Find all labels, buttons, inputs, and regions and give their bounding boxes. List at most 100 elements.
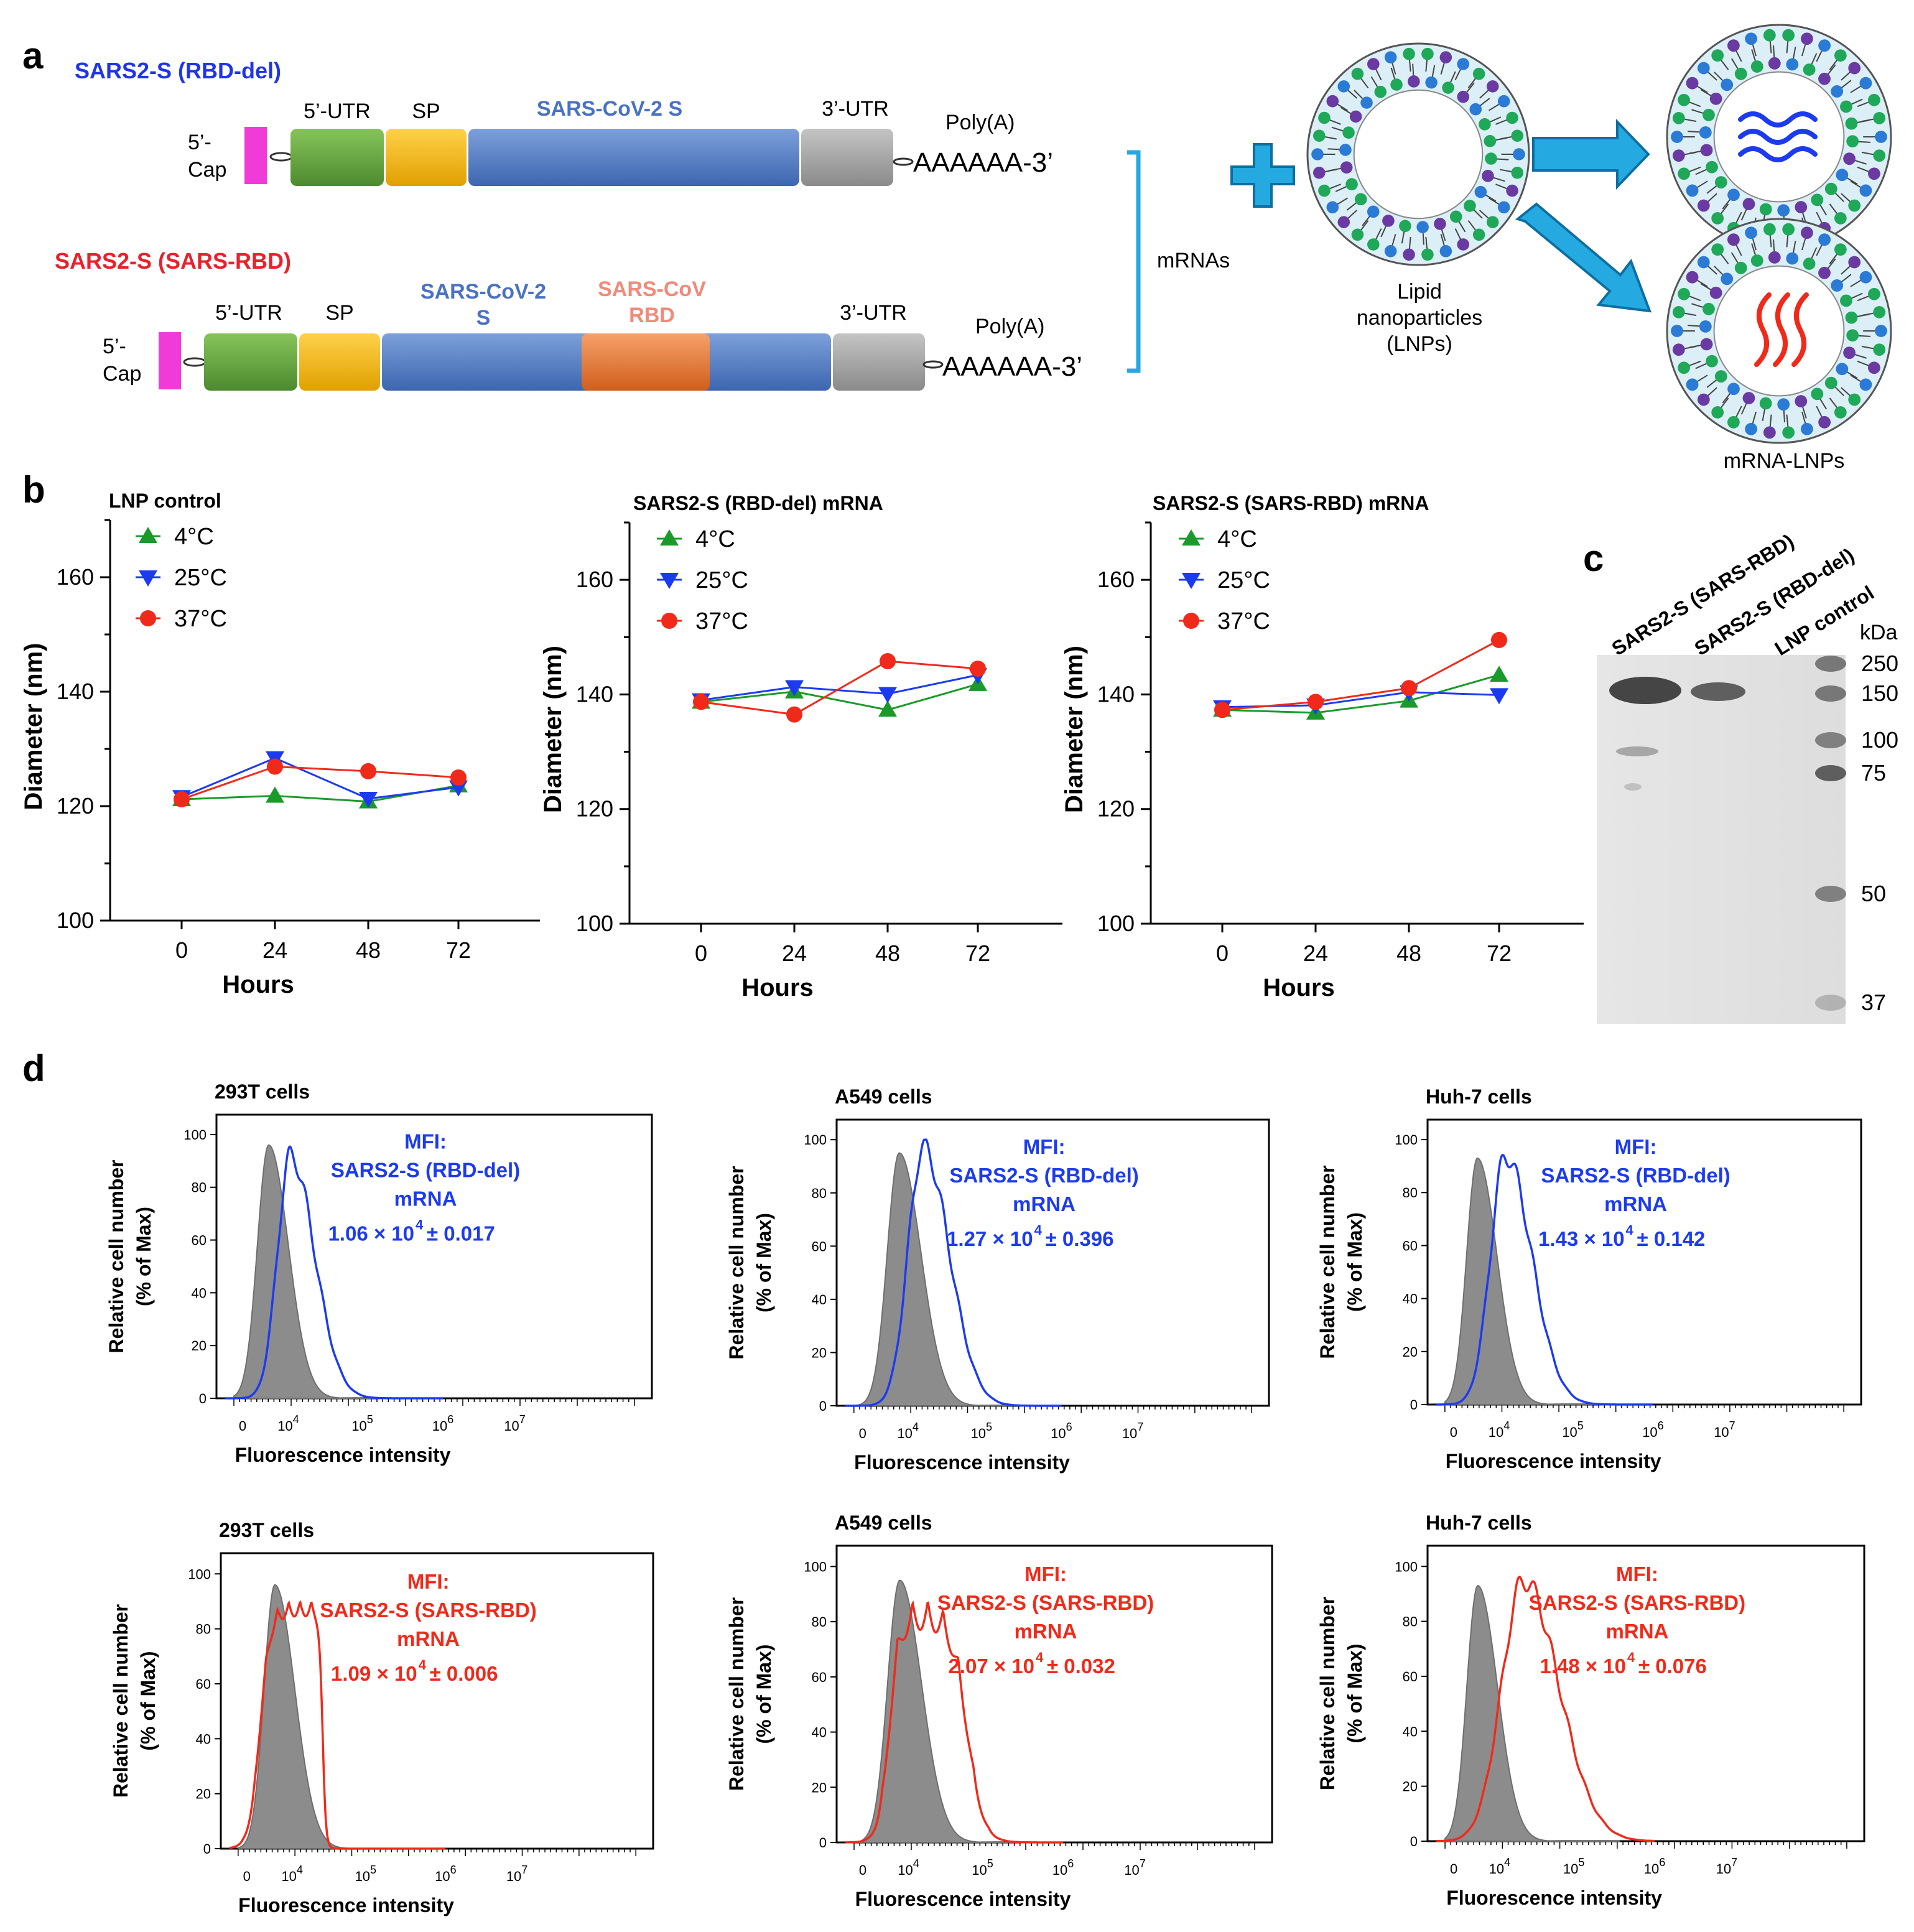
y-tick-label: 140 xyxy=(576,681,613,707)
lipid-head xyxy=(1697,256,1710,269)
construct-sars-rbd-name: SARS2-S (SARS-RBD) xyxy=(55,248,291,274)
lipid-head xyxy=(1486,80,1499,93)
control-histogram xyxy=(233,1144,408,1399)
sample-histogram xyxy=(229,1600,446,1850)
series-line-1 xyxy=(700,674,978,702)
flow-panel-6: Huh-7 cells 0 20 40 60 80 100 0 104 105 106 107 Fluo… xyxy=(1316,1512,1865,1909)
lipid-head xyxy=(1671,131,1683,143)
lipid-head xyxy=(1848,256,1861,269)
lipid-head xyxy=(1706,160,1718,174)
y-axis-label-2: (% of Max) xyxy=(1344,1644,1366,1744)
flow-panel-5: A549 cells 0 20 40 60 80 100 0 104 105 106 107 Fluor… xyxy=(725,1512,1273,1910)
cap-label-2: Cap xyxy=(188,158,226,182)
lipid-head xyxy=(1768,251,1781,264)
protein-band xyxy=(1616,746,1658,756)
y-tick-label: 100 xyxy=(184,1127,207,1143)
lipid-head xyxy=(1497,201,1510,214)
lipid-head xyxy=(1374,85,1387,98)
mrna-strand xyxy=(1773,292,1790,367)
lipid-head xyxy=(1416,221,1429,233)
lipid-head xyxy=(1782,29,1795,42)
lipid-head xyxy=(1831,85,1844,98)
y-tick-label: 0 xyxy=(203,1841,211,1857)
y-tick-label: 20 xyxy=(1403,1344,1418,1360)
mfi-sd: ± 0.142 xyxy=(1637,1227,1706,1250)
lipid-head xyxy=(1686,77,1699,90)
lipid-head xyxy=(1434,218,1446,230)
lipid-head xyxy=(1686,184,1699,197)
legend-label: 4°C xyxy=(174,524,214,550)
lipid-head xyxy=(1745,32,1758,45)
lipid-head xyxy=(1818,72,1831,85)
data-point xyxy=(1491,631,1507,648)
y-axis-label-2: (% of Max) xyxy=(137,1651,159,1751)
lipid-head xyxy=(1763,29,1776,42)
sp-label: SP xyxy=(325,301,353,325)
legend-label: 4°C xyxy=(1217,526,1257,552)
lnp-empty xyxy=(1306,42,1530,266)
panel-b-charts: LNP control 100 120 140 160 0 24 48 72 Hours Diame… xyxy=(20,490,1584,1001)
mfi-mrna: mRNA xyxy=(1013,1192,1075,1215)
y-tick-label: 0 xyxy=(819,1398,827,1414)
mfi-construct: SARS2-S (RBD-del) xyxy=(949,1164,1138,1187)
lipid-head xyxy=(1859,378,1872,391)
data-point xyxy=(878,700,897,717)
y-axis-label-1: Relative cell number xyxy=(105,1159,128,1353)
data-point xyxy=(450,769,467,786)
lipid-head xyxy=(1840,100,1852,113)
lipid-head xyxy=(1818,233,1831,246)
x-tick-label: 24 xyxy=(1303,940,1328,966)
lipid-head xyxy=(1318,184,1331,197)
lipid-head xyxy=(1439,245,1452,258)
lipid-head xyxy=(1873,111,1886,124)
linker-5 xyxy=(269,152,293,162)
lipid-head xyxy=(1457,58,1469,70)
lipid-head xyxy=(1834,49,1847,62)
control-histogram xyxy=(1444,1585,1620,1842)
lipid-head xyxy=(1408,75,1420,88)
y-tick-label: 20 xyxy=(192,1338,207,1354)
data-point xyxy=(266,786,284,803)
lipid-head xyxy=(1678,361,1690,374)
sp-label: SP xyxy=(412,100,440,123)
legend-label: 37°C xyxy=(174,606,227,632)
y-tick-label: 20 xyxy=(812,1345,827,1360)
flow-panel-3: Huh-7 cells 0 20 40 60 80 100 0 104 105 106 107 Fluo… xyxy=(1316,1085,1862,1472)
mrna-strand xyxy=(1754,292,1772,367)
gel-bands: 250 150 100 75 50 37 xyxy=(1609,651,1898,1015)
lipid-head xyxy=(1354,193,1367,206)
y-axis-label-2: (% of Max) xyxy=(1344,1212,1366,1312)
lipid-head xyxy=(1312,129,1326,142)
y-tick-label: 120 xyxy=(57,793,94,819)
mfi-mrna: mRNA xyxy=(1015,1620,1077,1643)
lipid-head xyxy=(1337,80,1350,93)
lipid-head xyxy=(1848,62,1861,75)
flow-panel-2: A549 cells 0 20 40 60 80 100 0 104 105 106 107 Fluor… xyxy=(725,1085,1270,1474)
mfi-title: MFI: xyxy=(404,1130,447,1153)
cap-label-2: Cap xyxy=(103,362,141,386)
lipid-head xyxy=(1403,47,1415,60)
lipid-head xyxy=(1846,135,1859,147)
mrna-strand xyxy=(1738,129,1818,145)
mfi-exponent: 4 xyxy=(419,1657,427,1673)
data-point xyxy=(1308,694,1324,710)
lipid-head xyxy=(1734,67,1747,80)
lipid-head xyxy=(1484,135,1497,147)
x-tick-label: 106 xyxy=(1644,1856,1666,1877)
lnp-label-1: Lipid xyxy=(1397,280,1442,304)
lipid-head xyxy=(1399,220,1411,233)
data-point xyxy=(360,763,376,779)
data-point xyxy=(1490,688,1508,705)
lipid-head xyxy=(1824,376,1837,389)
x-tick-label: 105 xyxy=(355,1864,377,1884)
lipid-head xyxy=(1846,329,1859,341)
y-tick-label: 60 xyxy=(812,1670,827,1685)
lipid-head xyxy=(1342,126,1355,139)
x-tick-label: 48 xyxy=(1396,940,1421,966)
lipid-head xyxy=(1742,198,1755,210)
lipid-head xyxy=(1472,67,1485,80)
lipid-head xyxy=(1868,287,1880,300)
lipid-head xyxy=(1742,392,1755,404)
lipid-head xyxy=(1711,243,1724,256)
mfi-exponent: 4 xyxy=(416,1217,424,1233)
